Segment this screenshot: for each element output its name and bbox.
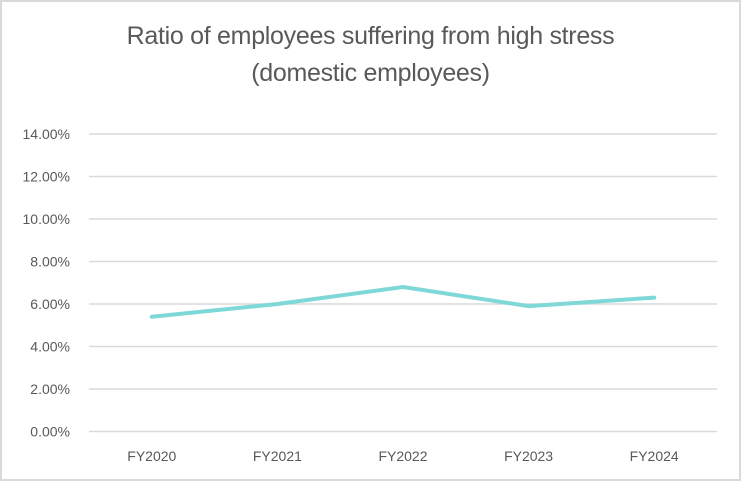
x-tick-label: FY2020 bbox=[127, 448, 176, 464]
x-tick-label: FY2023 bbox=[504, 448, 553, 464]
x-tick-label: FY2024 bbox=[630, 448, 679, 464]
x-tick-label: FY2022 bbox=[378, 448, 427, 464]
y-tick-label: 2.00% bbox=[30, 381, 70, 397]
y-tick-label: 4.00% bbox=[30, 339, 70, 355]
y-tick-label: 6.00% bbox=[30, 296, 70, 312]
chart-title: Ratio of employees suffering from high s… bbox=[0, 18, 741, 92]
gridlines bbox=[89, 133, 717, 433]
y-tick-label: 12.00% bbox=[23, 169, 70, 185]
chart-title-line-2: (domestic employees) bbox=[251, 59, 490, 87]
y-tick-label: 8.00% bbox=[30, 254, 70, 270]
x-axis-labels: FY2020 FY2021 FY2022 FY2023 FY2024 bbox=[127, 448, 679, 464]
y-axis-labels: 0.00% 2.00% 4.00% 6.00% 8.00% 10.00% 12.00% 14.… bbox=[23, 126, 70, 440]
series-line bbox=[149, 285, 657, 319]
chart-title-line-1: Ratio of employees suffering from high s… bbox=[126, 22, 615, 50]
x-tick-label: FY2021 bbox=[253, 448, 302, 464]
data-series bbox=[149, 285, 657, 319]
y-tick-label: 0.00% bbox=[30, 424, 70, 440]
y-tick-label: 14.00% bbox=[23, 126, 70, 142]
y-tick-label: 10.00% bbox=[23, 211, 70, 227]
